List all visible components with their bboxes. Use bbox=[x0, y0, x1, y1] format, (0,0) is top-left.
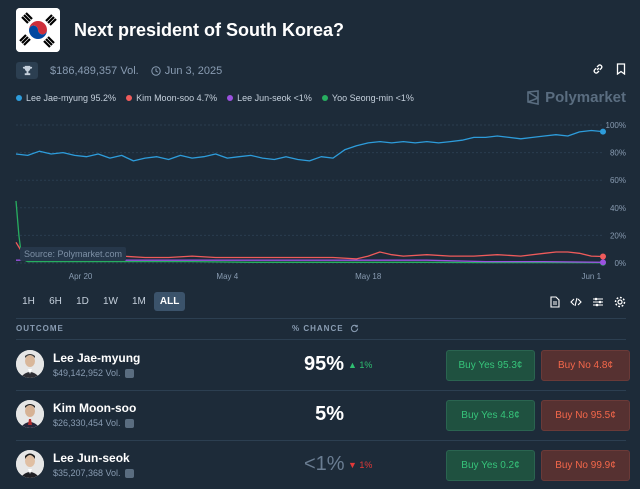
outcome-row[interactable]: Lee Jae-myung $49,142,952 Vol. 95% ▲ 1% … bbox=[16, 340, 630, 390]
outcome-row[interactable]: Lee Jun-seok $35,207,368 Vol. <1% ▼ 1% B… bbox=[16, 440, 630, 489]
gear-icon[interactable] bbox=[614, 296, 626, 308]
divider bbox=[16, 339, 626, 340]
divider bbox=[16, 390, 626, 391]
range-1m-button[interactable]: 1M bbox=[132, 296, 146, 307]
legend-dot bbox=[126, 95, 133, 101]
legend-dot bbox=[227, 95, 234, 101]
legend-label: Lee Jae-myung 95.2% bbox=[26, 93, 117, 103]
clock-icon bbox=[151, 65, 161, 76]
chance-delta: ▼ 1% bbox=[348, 460, 373, 470]
range-1h-button[interactable]: 1H bbox=[22, 296, 35, 307]
chart-tools bbox=[550, 296, 626, 308]
x-tick-label: Jun 1 bbox=[581, 272, 601, 281]
x-tick-label: May 18 bbox=[355, 272, 382, 281]
y-tick-label: 80% bbox=[610, 149, 626, 158]
y-tick-label: 60% bbox=[610, 176, 626, 185]
candidate-volume-text: $26,330,454 Vol. bbox=[53, 418, 121, 428]
series-end-point bbox=[600, 128, 606, 135]
buy-yes-button[interactable]: Buy Yes 95.3¢ bbox=[446, 350, 535, 381]
refresh-icon[interactable] bbox=[350, 324, 359, 333]
candidate-volume-text: $49,142,952 Vol. bbox=[53, 368, 121, 378]
candidate-avatar bbox=[16, 450, 44, 478]
end-date: Jun 3, 2025 bbox=[151, 64, 223, 77]
candidate-volume: $26,330,454 Vol. bbox=[53, 418, 134, 428]
chance-value: 95% bbox=[304, 353, 345, 375]
gift-icon[interactable] bbox=[124, 368, 134, 378]
candidate-avatar bbox=[16, 400, 44, 428]
bookmark-icon[interactable] bbox=[616, 63, 626, 75]
polymarket-brand: Polymarket bbox=[526, 89, 626, 106]
header-actions bbox=[592, 63, 626, 75]
candidate-name[interactable]: Lee Jun-seok bbox=[53, 451, 130, 465]
x-tick-label: May 4 bbox=[216, 272, 238, 281]
chance-delta-value: 1% bbox=[359, 460, 373, 470]
range-all-button[interactable]: ALL bbox=[153, 292, 186, 311]
range-1w-button[interactable]: 1W bbox=[103, 296, 118, 307]
total-volume: $186,489,357 Vol. bbox=[50, 64, 139, 77]
chance-value: <1% bbox=[304, 453, 345, 475]
y-tick-label: 100% bbox=[606, 121, 626, 130]
legend-label: Kim Moon-soo 4.7% bbox=[136, 93, 218, 103]
time-range-selector: 1H 6H 1D 1W 1M ALL bbox=[16, 292, 186, 311]
y-tick-label: 0% bbox=[614, 259, 626, 268]
range-6h-button[interactable]: 6H bbox=[49, 296, 62, 307]
sliders-icon[interactable] bbox=[592, 296, 604, 308]
buy-yes-button[interactable]: Buy Yes 4.8¢ bbox=[446, 400, 535, 431]
legend-item: Yoo Seong-min <1% bbox=[321, 93, 414, 103]
buy-no-button[interactable]: Buy No 99.9¢ bbox=[541, 450, 630, 481]
code-icon[interactable] bbox=[570, 296, 582, 308]
x-tick-label: Apr 20 bbox=[69, 272, 93, 281]
legend-item: Lee Jun-seok <1% bbox=[227, 93, 312, 103]
chance-delta: ▲ 1% bbox=[348, 360, 373, 370]
brand-name: Polymarket bbox=[545, 89, 626, 106]
buy-no-button[interactable]: Buy No 4.8¢ bbox=[541, 350, 630, 381]
outcome-column-header: OUTCOME bbox=[16, 324, 64, 333]
trophy-icon[interactable] bbox=[16, 62, 38, 79]
source-label: Source: Polymarket.com bbox=[20, 247, 127, 261]
chance-delta-value: 1% bbox=[359, 360, 373, 370]
gift-icon[interactable] bbox=[124, 418, 134, 428]
candidate-volume-text: $35,207,368 Vol. bbox=[53, 468, 121, 478]
y-tick-label: 20% bbox=[610, 231, 626, 240]
candidate-volume: $49,142,952 Vol. bbox=[53, 368, 134, 378]
buy-no-button[interactable]: Buy No 95.5¢ bbox=[541, 400, 630, 431]
gift-icon[interactable] bbox=[124, 468, 134, 478]
series-end-point bbox=[600, 253, 606, 260]
chance-column-header: % CHANCE bbox=[292, 324, 359, 333]
end-date-text: Jun 3, 2025 bbox=[164, 64, 223, 77]
link-icon[interactable] bbox=[592, 63, 604, 75]
candidate-name[interactable]: Lee Jae-myung bbox=[53, 351, 141, 365]
price-chart[interactable]: 0% 20% 40% 60% 80% 100% Apr 20 May 4 May 18 Jun 1 bbox=[0, 110, 640, 285]
candidate-avatar bbox=[16, 350, 44, 378]
outcome-row[interactable]: Kim Moon-soo $26,330,454 Vol. 5% Buy Yes… bbox=[16, 390, 630, 440]
south-korea-flag-icon bbox=[16, 8, 60, 52]
y-tick-label: 40% bbox=[610, 204, 626, 213]
chance-value: 5% bbox=[315, 403, 344, 425]
legend-dot bbox=[321, 95, 328, 101]
polymarket-logo-icon bbox=[527, 90, 539, 105]
chance-header-label: % CHANCE bbox=[292, 324, 344, 333]
legend-item: Kim Moon-soo 4.7% bbox=[126, 93, 217, 103]
market-meta: $186,489,357 Vol. Jun 3, 2025 bbox=[16, 62, 222, 79]
market-header: Next president of South Korea? bbox=[16, 8, 344, 52]
divider bbox=[16, 318, 626, 319]
candidate-name[interactable]: Kim Moon-soo bbox=[53, 401, 137, 415]
buy-yes-button[interactable]: Buy Yes 0.2¢ bbox=[446, 450, 535, 481]
range-1d-button[interactable]: 1D bbox=[76, 296, 89, 307]
page-title: Next president of South Korea? bbox=[74, 19, 345, 40]
legend-label: Yoo Seong-min <1% bbox=[331, 93, 414, 103]
legend-item: Lee Jae-myung 95.2% bbox=[16, 93, 116, 103]
divider bbox=[16, 440, 626, 441]
legend-dot bbox=[16, 95, 22, 101]
candidate-volume: $35,207,368 Vol. bbox=[53, 468, 134, 478]
document-icon[interactable] bbox=[550, 296, 560, 308]
series-end-point bbox=[600, 259, 606, 266]
series-line bbox=[15, 129, 604, 162]
legend-label: Lee Jun-seok <1% bbox=[237, 93, 312, 103]
chart-legend: Lee Jae-myung 95.2% Kim Moon-soo 4.7% Le… bbox=[16, 93, 414, 103]
